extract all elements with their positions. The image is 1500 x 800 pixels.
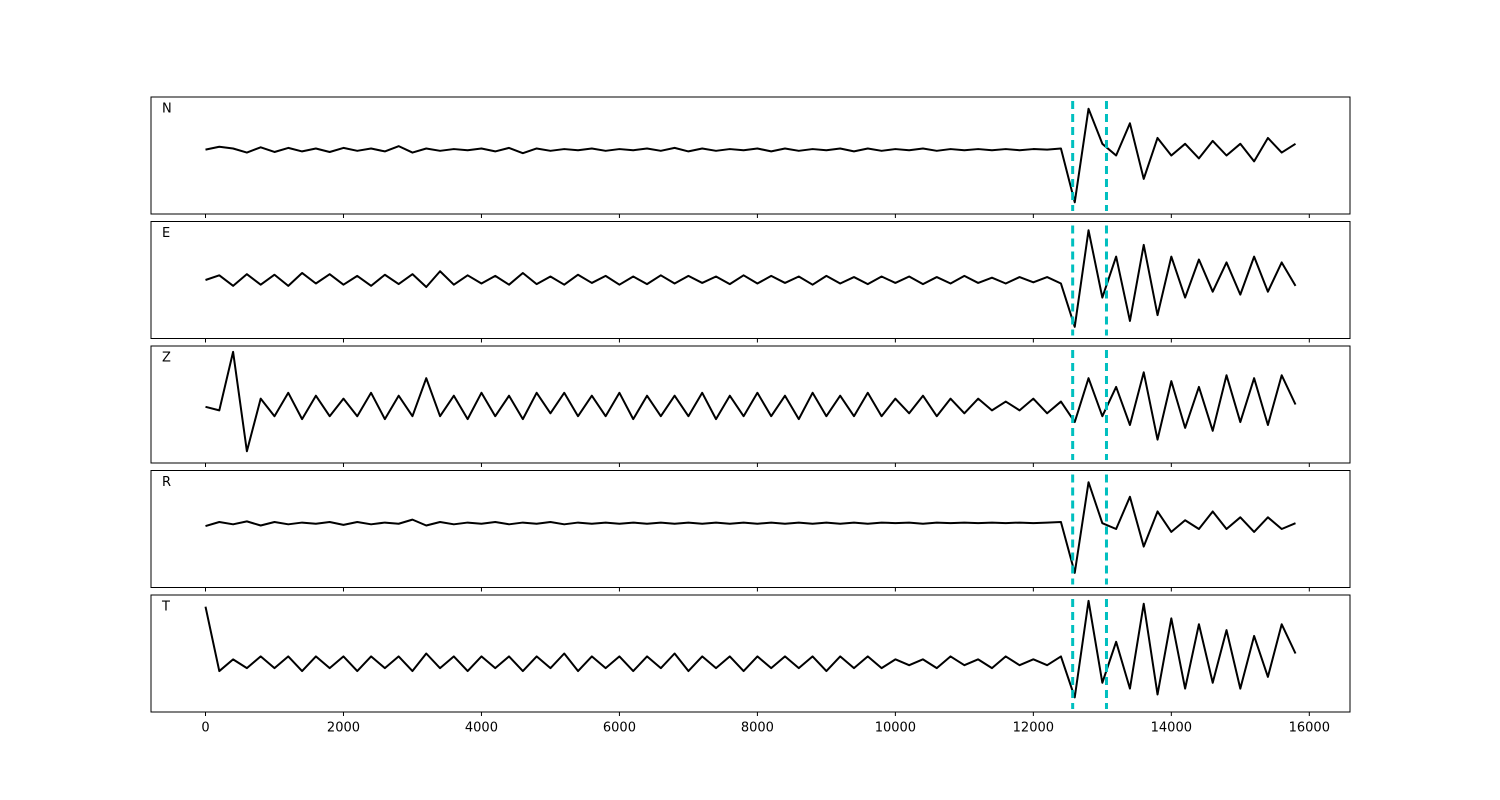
- panel-label: Z: [162, 351, 171, 366]
- panel-frame: [150, 345, 1351, 464]
- panel-label: R: [162, 475, 171, 490]
- x-tick-label: 16000: [1289, 721, 1330, 736]
- x-tick-label: 8000: [741, 721, 774, 736]
- panel-label: E: [162, 226, 170, 241]
- x-tick-label: 2000: [327, 721, 360, 736]
- trace: [205, 229, 1297, 328]
- x-tick-label: 4000: [465, 721, 498, 736]
- trace: [205, 107, 1297, 204]
- panel-frame: [150, 594, 1351, 713]
- x-tick-label: 0: [201, 721, 209, 736]
- panel-label: N: [162, 102, 172, 117]
- panel-label: T: [161, 600, 170, 615]
- x-tick-label: 14000: [1151, 721, 1192, 736]
- x-tick-label: 6000: [603, 721, 636, 736]
- trace: [205, 350, 1297, 453]
- trace: [204, 599, 1297, 699]
- panel-frame: [150, 96, 1351, 215]
- trace: [205, 481, 1296, 574]
- x-tick-label: 10000: [875, 721, 916, 736]
- panel-frame: [150, 470, 1351, 588]
- panel-frame: [150, 221, 1351, 339]
- x-tick-label: 12000: [1013, 721, 1054, 736]
